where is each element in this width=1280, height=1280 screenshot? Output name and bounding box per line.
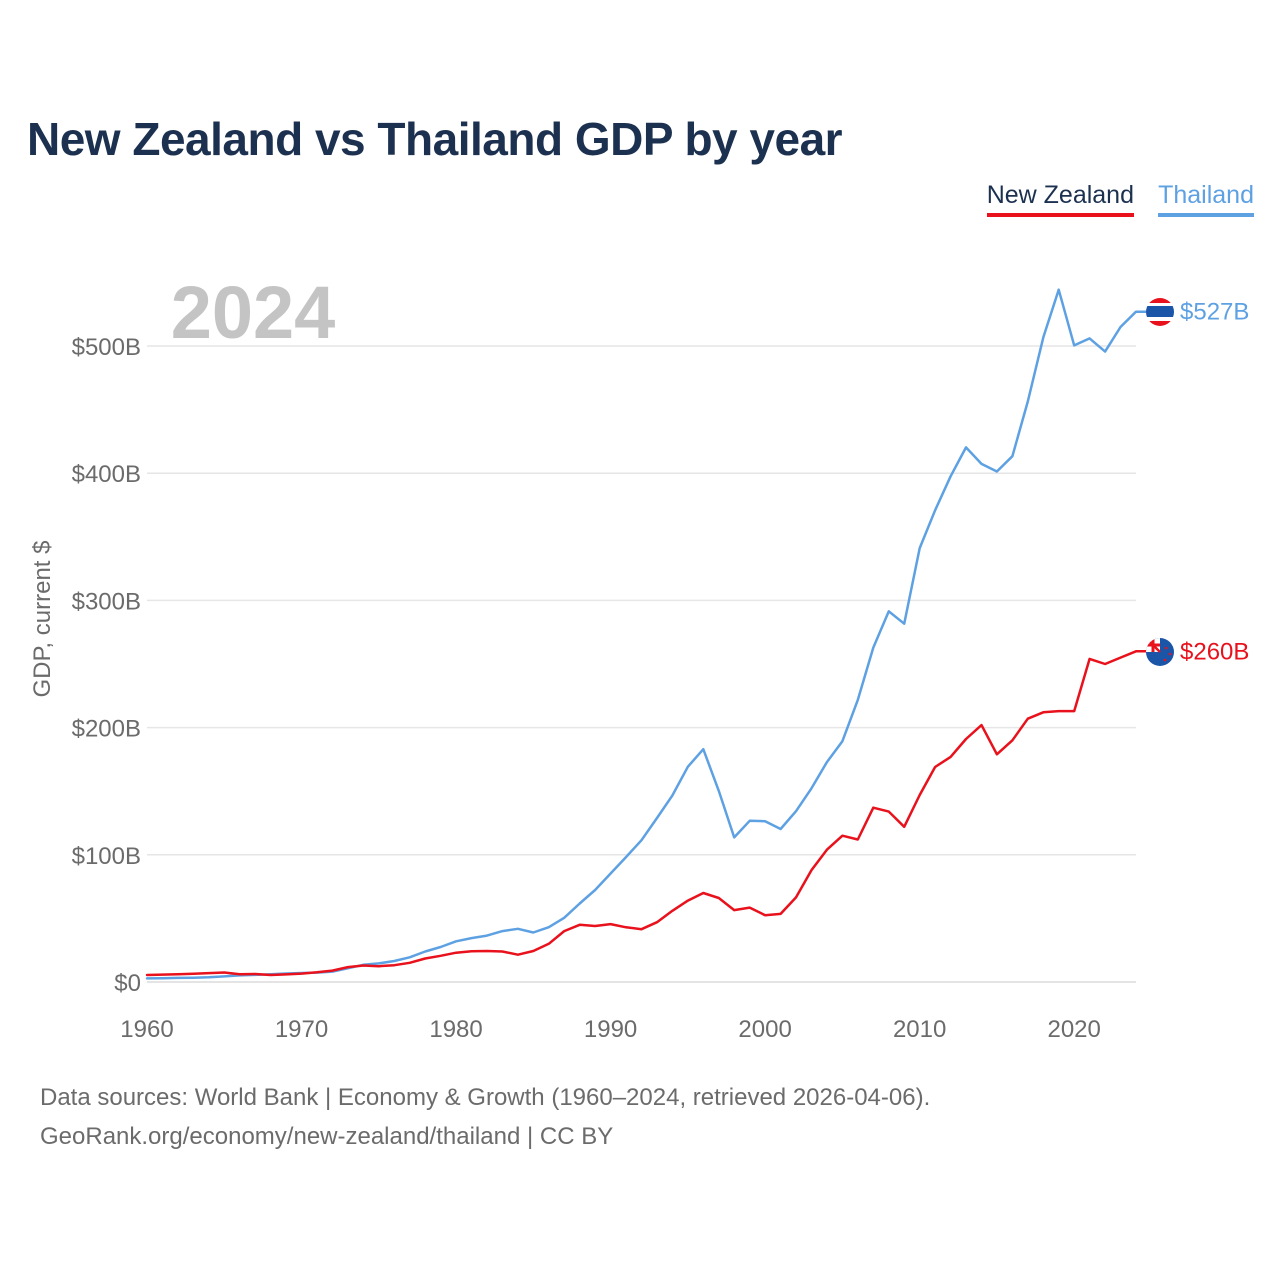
x-tick-label: 1970 bbox=[275, 1016, 328, 1043]
series-end-labels: $527B $260B bbox=[1180, 299, 1249, 666]
series-line-thailand bbox=[145, 288, 1148, 980]
x-tick-label: 2010 bbox=[893, 1016, 946, 1043]
y-tick-label: $200B bbox=[72, 716, 141, 743]
chart-title: New Zealand vs Thailand GDP by year bbox=[27, 113, 843, 165]
y-tick-label: $400B bbox=[72, 461, 141, 488]
x-tick-label: 2000 bbox=[738, 1016, 791, 1043]
y-axis-label: GDP, current $ bbox=[29, 541, 56, 698]
y-tick-label: $0 bbox=[114, 970, 141, 997]
series-line-new-zealand bbox=[145, 650, 1148, 977]
end-label-new-zealand: $260B bbox=[1180, 638, 1249, 665]
credit-link[interactable]: GeoRank.org/economy/new-zealand/thailand… bbox=[40, 1123, 614, 1150]
new-zealand-flag-icon bbox=[1146, 638, 1174, 666]
y-tick-label: $300B bbox=[72, 588, 141, 615]
legend-item-thailand[interactable]: Thailand bbox=[1158, 180, 1254, 217]
y-axis-ticks: $0 $100B $200B $300B $400B $500B bbox=[72, 334, 141, 997]
y-tick-label: $500B bbox=[72, 334, 141, 361]
x-tick-label: 1980 bbox=[429, 1016, 482, 1043]
end-label-thailand: $527B bbox=[1180, 299, 1249, 326]
x-tick-label: 1960 bbox=[120, 1016, 173, 1043]
x-tick-label: 2020 bbox=[1047, 1016, 1100, 1043]
y-tick-label: $100B bbox=[72, 843, 141, 870]
legend-item-new-zealand[interactable]: New Zealand bbox=[986, 180, 1134, 217]
x-tick-label: 1990 bbox=[584, 1016, 637, 1043]
thailand-flag-icon bbox=[1146, 298, 1174, 326]
year-watermark: 2024 bbox=[171, 271, 336, 354]
data-source-note: Data sources: World Bank | Economy & Gro… bbox=[40, 1084, 931, 1111]
gridlines bbox=[147, 345, 1136, 983]
series-lines bbox=[145, 288, 1148, 980]
x-axis-ticks: 1960 1970 1980 1990 2000 2010 2020 bbox=[120, 1016, 1101, 1043]
